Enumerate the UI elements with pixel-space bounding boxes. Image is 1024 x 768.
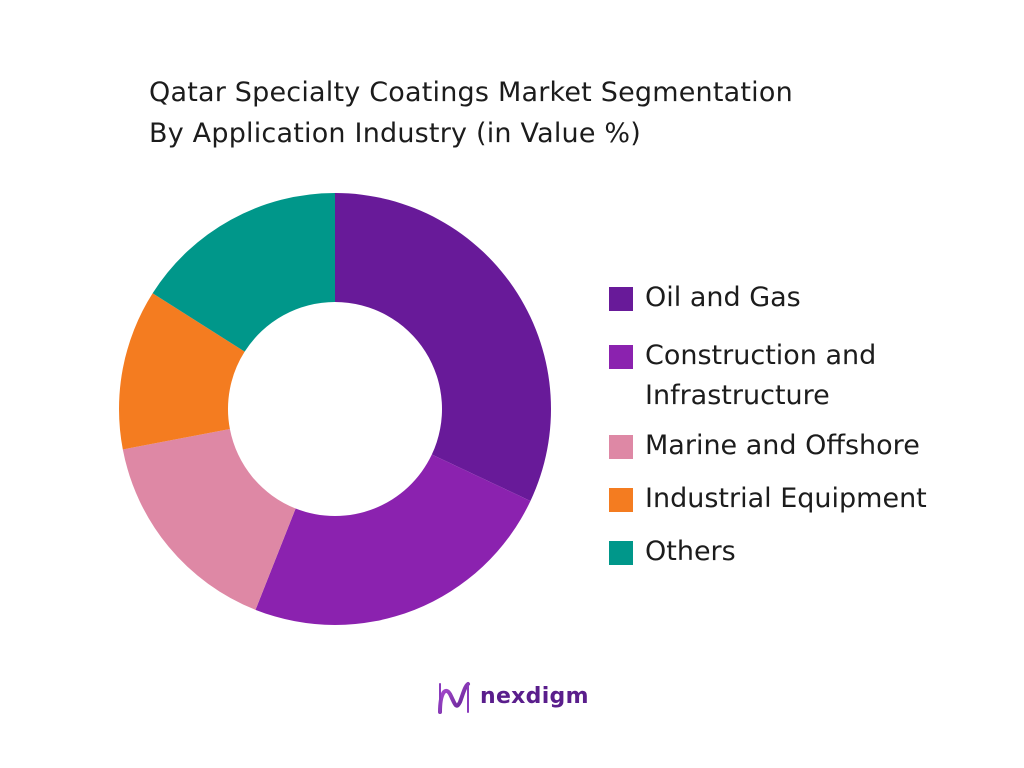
legend-label: Others: [645, 534, 736, 570]
legend-swatch: [609, 488, 633, 512]
legend-swatch: [609, 435, 633, 459]
legend-label: Oil and Gas: [645, 280, 801, 316]
legend-label: Construction and Infrastructure: [645, 338, 876, 414]
chart-subtitle: By Application Industry (in Value %): [149, 118, 642, 149]
legend-swatch: [609, 541, 633, 565]
legend-label-line: Industrial Equipment: [645, 483, 927, 514]
legend-label-line: Oil and Gas: [645, 282, 801, 313]
legend-label-line: Marine and Offshore: [645, 430, 920, 461]
donut-slice-others: [152, 193, 335, 352]
donut-slice-industrial-equipment: [118, 293, 245, 450]
legend-label: Marine and Offshore: [645, 428, 920, 464]
brand-name: nexdigm: [480, 684, 589, 709]
donut-slice-marine-and-offshore: [122, 429, 296, 610]
donut-slice-oil-and-gas: [335, 193, 551, 501]
legend-label-line: Infrastructure: [645, 380, 830, 411]
legend-label: Industrial Equipment: [645, 481, 927, 517]
brand-logo: nexdigm: [436, 680, 596, 716]
donut-slice-construction-and-infrastructure: [255, 454, 531, 625]
legend-label-line: Others: [645, 536, 736, 567]
chart-title: Qatar Specialty Coatings Market Segmenta…: [149, 77, 793, 108]
legend-label-line: Construction and: [645, 340, 877, 371]
nexdigm-logo-icon: [438, 682, 470, 714]
legend-swatch: [609, 287, 633, 311]
legend-swatch: [609, 345, 633, 369]
